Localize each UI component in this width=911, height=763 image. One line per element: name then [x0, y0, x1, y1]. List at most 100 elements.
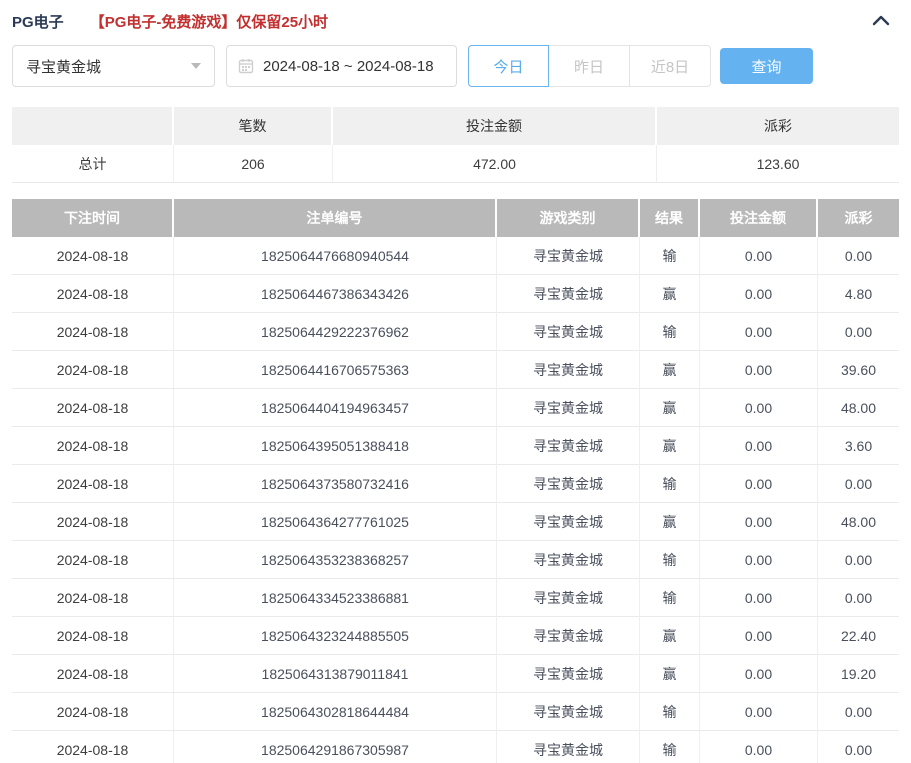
cell-payout: 4.80: [818, 275, 899, 313]
query-button[interactable]: 查询: [720, 48, 813, 84]
chevron-up-icon: [871, 13, 891, 30]
cell-bet-time: 2024-08-18: [12, 465, 174, 503]
cell-payout: 0.00: [818, 313, 899, 351]
cell-bet-id: 1825064429222376962: [174, 313, 497, 351]
quick-range-yesterday-button[interactable]: 昨日: [549, 45, 630, 87]
game-select-value: 寻宝黄金城: [26, 58, 102, 76]
summary-header-count: 笔数: [174, 107, 333, 145]
cell-bet-time: 2024-08-18: [12, 389, 174, 427]
summary-total-count: 206: [174, 145, 333, 183]
cell-bet-id: 1825064353238368257: [174, 541, 497, 579]
cell-game-type: 寻宝黄金城: [497, 427, 640, 465]
cell-bet-amount: 0.00: [700, 275, 818, 313]
cell-bet-amount: 0.00: [700, 351, 818, 389]
cell-bet-amount: 0.00: [700, 465, 818, 503]
cell-payout: 0.00: [818, 579, 899, 617]
quick-range-group: 今日 昨日 近8日: [468, 45, 711, 87]
table-row: 2024-08-18 1825064313879011841 寻宝黄金城 赢 0…: [12, 655, 899, 693]
cell-bet-amount: 0.00: [700, 541, 818, 579]
table-row: 2024-08-18 1825064373580732416 寻宝黄金城 输 0…: [12, 465, 899, 503]
cell-payout: 0.00: [818, 693, 899, 731]
cell-result: 赢: [640, 275, 700, 313]
cell-payout: 3.60: [818, 427, 899, 465]
cell-bet-amount: 0.00: [700, 693, 818, 731]
cell-game-type: 寻宝黄金城: [497, 465, 640, 503]
records-header-bet-id: 注单编号: [174, 199, 497, 237]
collapse-button[interactable]: [869, 11, 893, 32]
cell-bet-time: 2024-08-18: [12, 731, 174, 763]
cell-bet-id: 1825064467386343426: [174, 275, 497, 313]
summary-total-payout: 123.60: [657, 145, 899, 183]
page-title: PG电子: [12, 14, 64, 31]
summary-total-row: 总计 206 472.00 123.60: [12, 145, 899, 183]
caret-down-icon: [191, 63, 201, 69]
table-row: 2024-08-18 1825064467386343426 寻宝黄金城 赢 0…: [12, 275, 899, 313]
cell-result: 赢: [640, 427, 700, 465]
cell-result: 赢: [640, 351, 700, 389]
calendar-icon: [238, 58, 254, 74]
cell-payout: 19.20: [818, 655, 899, 693]
cell-bet-time: 2024-08-18: [12, 617, 174, 655]
cell-bet-time: 2024-08-18: [12, 693, 174, 731]
cell-bet-id: 1825064416706575363: [174, 351, 497, 389]
table-row: 2024-08-18 1825064476680940544 寻宝黄金城 输 0…: [12, 237, 899, 275]
table-row: 2024-08-18 1825064395051388418 寻宝黄金城 赢 0…: [12, 427, 899, 465]
cell-bet-time: 2024-08-18: [12, 275, 174, 313]
table-row: 2024-08-18 1825064429222376962 寻宝黄金城 输 0…: [12, 313, 899, 351]
summary-header-row: 笔数 投注金额 派彩: [12, 107, 899, 145]
table-row: 2024-08-18 1825064291867305987 寻宝黄金城 输 0…: [12, 731, 899, 763]
records-header-game-type: 游戏类别: [497, 199, 640, 237]
table-row: 2024-08-18 1825064353238368257 寻宝黄金城 输 0…: [12, 541, 899, 579]
game-select[interactable]: 寻宝黄金城: [12, 45, 215, 87]
cell-bet-id: 1825064323244885505: [174, 617, 497, 655]
summary-total-label: 总计: [12, 145, 174, 183]
cell-result: 输: [640, 313, 700, 351]
quick-range-last8days-button[interactable]: 近8日: [630, 45, 711, 87]
records-header-payout: 派彩: [818, 199, 899, 237]
cell-result: 输: [640, 731, 700, 763]
cell-bet-amount: 0.00: [700, 503, 818, 541]
table-row: 2024-08-18 1825064416706575363 寻宝黄金城 赢 0…: [12, 351, 899, 389]
cell-bet-amount: 0.00: [700, 579, 818, 617]
cell-payout: 22.40: [818, 617, 899, 655]
notice-text: 【PG电子-免费游戏】仅保留25小时: [89, 14, 329, 31]
cell-bet-id: 1825064364277761025: [174, 503, 497, 541]
cell-game-type: 寻宝黄金城: [497, 579, 640, 617]
cell-game-type: 寻宝黄金城: [497, 389, 640, 427]
cell-result: 输: [640, 465, 700, 503]
cell-bet-id: 1825064313879011841: [174, 655, 497, 693]
cell-game-type: 寻宝黄金城: [497, 655, 640, 693]
filter-bar: 寻宝黄金城 2024-08-18 ~ 2024-08-18 今日 昨日 近8日 …: [0, 45, 911, 87]
cell-bet-time: 2024-08-18: [12, 237, 174, 275]
panel-header: PG电子 【PG电子-免费游戏】仅保留25小时: [0, 0, 911, 38]
table-row: 2024-08-18 1825064323244885505 寻宝黄金城 赢 0…: [12, 617, 899, 655]
cell-game-type: 寻宝黄金城: [497, 275, 640, 313]
table-row: 2024-08-18 1825064334523386881 寻宝黄金城 输 0…: [12, 579, 899, 617]
cell-bet-amount: 0.00: [700, 389, 818, 427]
cell-result: 赢: [640, 617, 700, 655]
cell-result: 输: [640, 579, 700, 617]
cell-game-type: 寻宝黄金城: [497, 351, 640, 389]
cell-result: 赢: [640, 389, 700, 427]
records-header-bet-amount: 投注金额: [700, 199, 818, 237]
cell-payout: 0.00: [818, 541, 899, 579]
table-row: 2024-08-18 1825064302818644484 寻宝黄金城 输 0…: [12, 693, 899, 731]
cell-bet-id: 1825064334523386881: [174, 579, 497, 617]
cell-bet-id: 1825064302818644484: [174, 693, 497, 731]
cell-bet-id: 1825064476680940544: [174, 237, 497, 275]
cell-bet-time: 2024-08-18: [12, 427, 174, 465]
summary-header-payout: 派彩: [657, 107, 899, 145]
cell-bet-time: 2024-08-18: [12, 541, 174, 579]
cell-payout: 48.00: [818, 389, 899, 427]
quick-range-today-button[interactable]: 今日: [468, 45, 549, 87]
cell-bet-id: 1825064291867305987: [174, 731, 497, 763]
cell-payout: 0.00: [818, 731, 899, 763]
records-header-row: 下注时间 注单编号 游戏类别 结果 投注金额 派彩: [12, 199, 899, 237]
cell-bet-amount: 0.00: [700, 617, 818, 655]
cell-payout: 39.60: [818, 351, 899, 389]
cell-bet-time: 2024-08-18: [12, 579, 174, 617]
cell-game-type: 寻宝黄金城: [497, 693, 640, 731]
table-row: 2024-08-18 1825064364277761025 寻宝黄金城 赢 0…: [12, 503, 899, 541]
cell-bet-time: 2024-08-18: [12, 503, 174, 541]
date-range-input[interactable]: 2024-08-18 ~ 2024-08-18: [226, 45, 457, 87]
